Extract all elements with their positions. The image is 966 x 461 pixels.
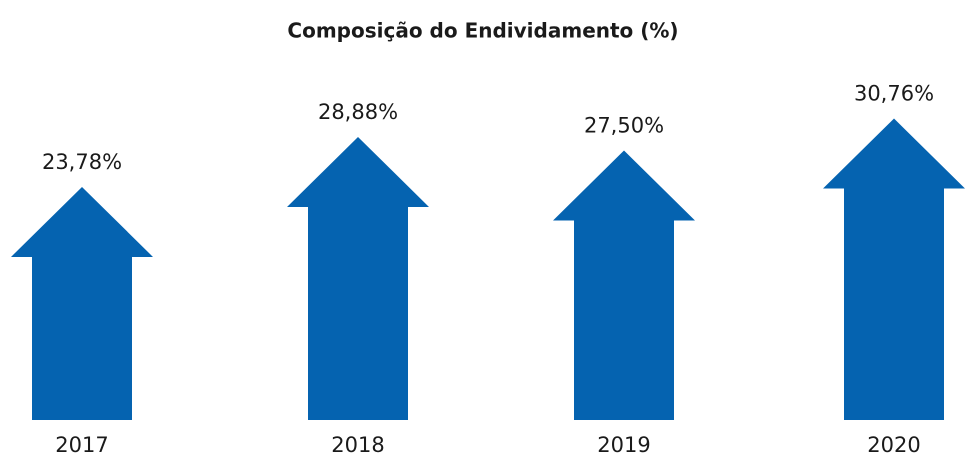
arrow-bar [11,186,153,420]
value-label: 28,88% [318,100,398,124]
value-label: 27,50% [584,114,664,138]
arrow-bar [553,150,695,420]
x-tick-label: 2019 [597,433,650,457]
arrow-bar [287,136,429,420]
value-label: 23,78% [42,150,122,174]
x-tick-label: 2017 [55,433,108,457]
chart-title: Composição do Endividamento (%) [287,19,678,43]
arrow-bar [823,118,965,420]
x-tick-label: 2020 [867,433,920,457]
x-tick-label: 2018 [331,433,384,457]
value-label: 30,76% [854,82,934,106]
